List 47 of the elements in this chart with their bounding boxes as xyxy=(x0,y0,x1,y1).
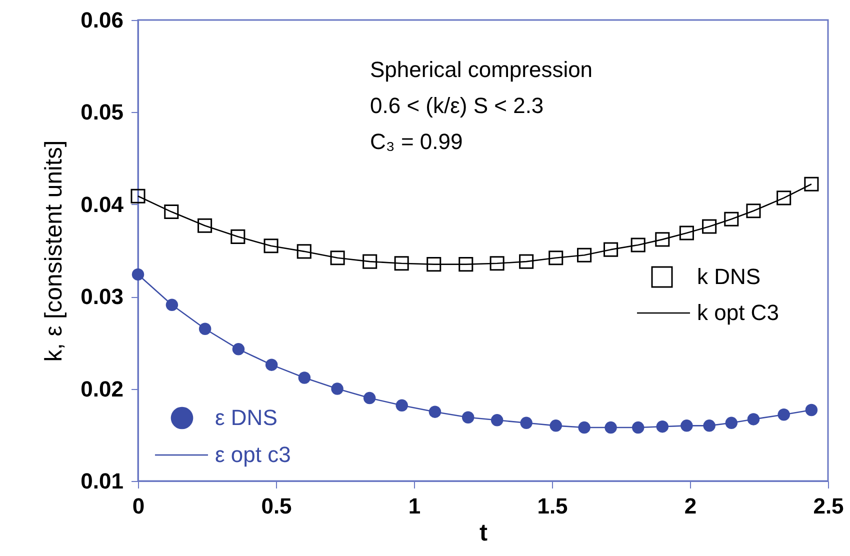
x-tick-label: 0.5 xyxy=(261,494,292,518)
y-tick-label: 0.02 xyxy=(80,376,124,402)
legend-label: k opt C3 xyxy=(697,300,779,325)
x-tick-label: 1 xyxy=(408,494,421,518)
point xyxy=(630,238,646,252)
y-tick-label: 0.06 xyxy=(80,8,124,32)
point xyxy=(776,190,792,206)
x-tick-label: 0 xyxy=(132,494,145,518)
point xyxy=(458,257,474,272)
point xyxy=(804,176,819,192)
y-tick-label: 0.04 xyxy=(80,192,124,217)
y-tick-label: 0.03 xyxy=(80,284,124,310)
point xyxy=(702,219,717,234)
point xyxy=(679,226,694,240)
point xyxy=(490,256,504,271)
y-axis-title: k, ε [consistent units] xyxy=(40,140,68,362)
x-axis-title: t xyxy=(480,520,488,546)
point xyxy=(426,257,442,272)
legend-label: k DNS xyxy=(697,264,761,289)
point xyxy=(296,244,312,259)
point xyxy=(330,250,345,266)
point xyxy=(394,256,409,271)
point xyxy=(264,238,278,254)
x-tick-label: 2.5 xyxy=(813,494,844,518)
annotation: Spherical compression xyxy=(370,57,593,82)
point xyxy=(519,254,534,269)
point xyxy=(362,254,378,269)
annotation: 0.6 < (k/ε) S < 2.3 xyxy=(370,93,544,118)
annotation: C₃ = 0.99 xyxy=(370,129,463,154)
point xyxy=(746,204,761,218)
point xyxy=(805,404,818,416)
point xyxy=(164,204,179,220)
x-tick-label: 2 xyxy=(684,494,697,518)
point xyxy=(548,250,564,266)
point xyxy=(230,229,246,244)
point xyxy=(655,232,670,247)
point xyxy=(130,188,146,204)
x-tick-label: 1.5 xyxy=(537,494,568,518)
point xyxy=(724,212,739,226)
point xyxy=(604,242,618,257)
point xyxy=(577,248,592,262)
legend-label: ε DNS xyxy=(215,405,278,430)
y-tick-label: 0.05 xyxy=(80,100,124,125)
y-tick-label: 0.01 xyxy=(80,468,124,494)
point xyxy=(198,218,212,233)
point xyxy=(132,268,144,281)
legend-label: ε opt c3 xyxy=(215,442,291,467)
